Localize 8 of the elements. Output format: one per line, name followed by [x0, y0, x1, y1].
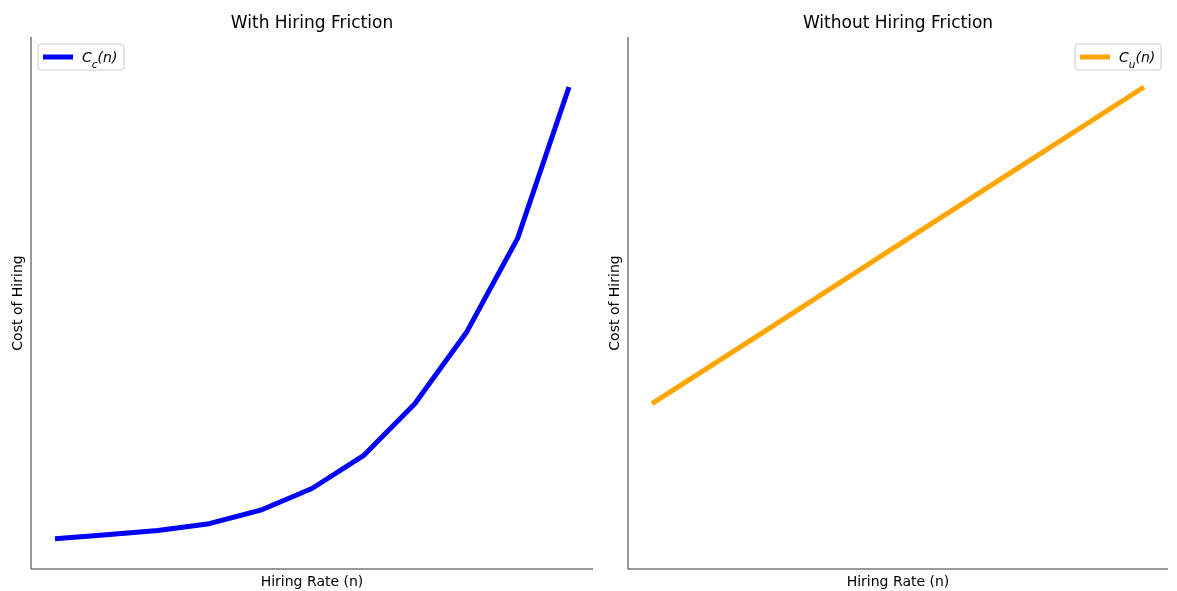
x-axis-title: Hiring Rate (n) [846, 573, 950, 589]
x-axis-title: Hiring Rate (n) [260, 573, 364, 589]
chart-title: Without Hiring Friction [802, 12, 994, 32]
legend-label: C$_{c}$(n) [82, 49, 118, 70]
chart-title: With Hiring Friction [230, 12, 394, 32]
y-axis-title: Cost of Hiring [9, 255, 25, 351]
legend-label: C$_{u}$(n) [1119, 49, 1156, 70]
y-axis-title: Cost of Hiring [606, 255, 622, 351]
